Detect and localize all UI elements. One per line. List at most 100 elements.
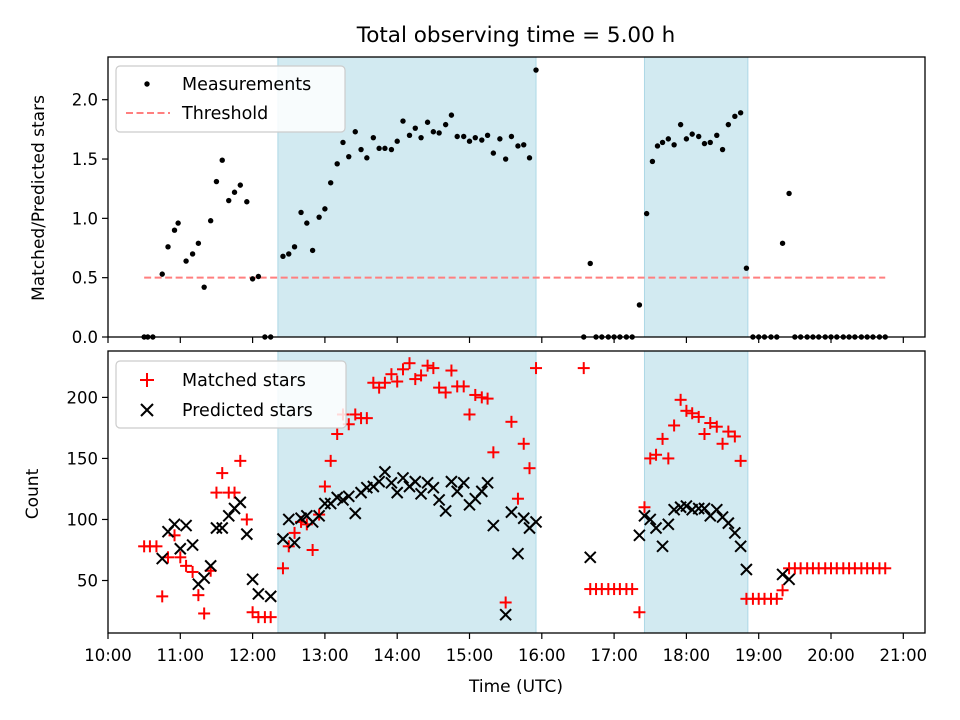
measurement-point <box>461 133 467 140</box>
bottom-x-axis: 10:00 11:00 12:00 13:00 14:00 15:00 16:00 17:00… <box>84 633 927 665</box>
measurement-point <box>309 247 316 254</box>
top-shaded-intervals <box>277 56 749 338</box>
measurement-point <box>334 161 340 167</box>
matched-star-point <box>722 425 735 438</box>
x-tick-label: 15:00 <box>446 646 494 665</box>
predicted-star-point <box>505 505 518 519</box>
measurement-point <box>707 139 713 146</box>
matched-star-point <box>704 417 717 430</box>
predicted-star-point <box>734 540 747 553</box>
predicted-star-point <box>451 485 464 498</box>
measurement-point <box>175 220 181 226</box>
matched-star-point <box>633 606 646 619</box>
top-legend: Measurements Threshold <box>115 65 346 133</box>
predicted-stars-series <box>156 465 796 621</box>
measurement-point <box>226 197 232 204</box>
top-legend-frame <box>115 65 346 133</box>
measurement-point <box>358 146 364 153</box>
top-y-axis: 0.0 0.5 1.0 1.5 2.0 <box>72 91 108 347</box>
predicted-star-point <box>649 521 663 535</box>
matched-star-point <box>879 562 892 575</box>
bottom-y-axis: 50 100 150 200 <box>67 388 108 591</box>
measurement-point <box>725 121 732 128</box>
measurement-point <box>237 182 244 188</box>
measurement-point <box>677 121 684 128</box>
measurement-point <box>171 227 178 233</box>
legend-matched-label: Matched stars <box>182 371 306 391</box>
predicted-star-point <box>396 471 410 485</box>
top-plot-frame <box>107 56 926 338</box>
x-tick-label: 11:00 <box>157 646 205 665</box>
predicted-star-point <box>662 518 675 531</box>
measurement-point <box>430 129 437 135</box>
matched-star-point <box>150 540 163 553</box>
predicted-star-point <box>517 512 530 525</box>
matched-star-point <box>216 467 229 480</box>
predicted-star-point <box>336 493 350 507</box>
measurement-point <box>364 155 370 161</box>
matched-star-point <box>276 562 289 575</box>
matched-star-point <box>511 492 524 505</box>
matched-star-point <box>421 359 434 372</box>
predicted-star-point <box>342 490 355 503</box>
measurement-point <box>327 180 334 186</box>
measurement-point <box>280 253 286 260</box>
predicted-star-point <box>529 515 543 529</box>
matched-star-point <box>318 480 331 493</box>
predicted-star-point <box>282 513 295 526</box>
matched-stars-series <box>138 357 892 624</box>
predicted-star-point <box>264 590 277 603</box>
predicted-star-point <box>680 499 693 513</box>
predicted-star-point <box>722 516 735 530</box>
measurement-point <box>165 244 171 250</box>
matched-star-point <box>391 375 404 388</box>
matched-star-point <box>306 543 319 556</box>
matched-star-point <box>499 596 512 609</box>
matched-star-point <box>680 404 693 417</box>
matched-star-point <box>433 381 446 394</box>
y-tick-label: 1.5 <box>72 150 98 169</box>
matched-star-point <box>674 393 687 406</box>
legend-matched-marker <box>140 373 154 387</box>
predicted-star-point <box>475 485 489 498</box>
predicted-star-point <box>186 538 199 552</box>
predicted-star-point <box>414 487 428 501</box>
measurement-point <box>255 273 262 280</box>
measurement-point <box>689 131 695 137</box>
measurement-point <box>515 143 521 149</box>
top-y-axis-label: Matched/Predicted stars <box>29 95 49 301</box>
predicted-star-point <box>252 587 265 601</box>
measurement-point <box>743 265 750 271</box>
measurement-point <box>352 129 358 135</box>
y-tick-label: 200 <box>67 388 99 407</box>
predicted-star-point <box>511 547 525 560</box>
predicted-star-point <box>222 509 235 523</box>
predicted-star-point <box>372 475 386 488</box>
matched-star-point <box>710 420 723 433</box>
measurement-point <box>786 190 792 197</box>
matched-star-point <box>186 565 199 578</box>
measurement-point <box>442 121 449 128</box>
measurement-point <box>346 153 352 160</box>
bottom-legend-frame <box>115 360 347 429</box>
predicted-star-point <box>385 476 398 490</box>
predicted-star-point <box>728 526 742 540</box>
matched-star-point <box>156 590 169 603</box>
matched-star-point <box>378 376 391 389</box>
matched-star-point <box>240 513 253 526</box>
measurement-point <box>526 155 533 161</box>
predicted-star-point <box>710 503 723 516</box>
predicted-star-point <box>457 476 470 490</box>
matched-star-point <box>577 362 590 375</box>
matched-star-point <box>331 428 344 441</box>
measurement-point <box>418 134 424 141</box>
predicted-star-point <box>378 465 392 479</box>
matched-star-point <box>626 583 639 596</box>
measurement-point <box>521 142 527 148</box>
matched-star-point <box>656 432 669 445</box>
matched-star-point <box>686 407 699 420</box>
measurement-point <box>183 258 189 264</box>
y-tick-label: 50 <box>77 572 98 591</box>
measurement-point <box>448 112 455 118</box>
predicted-star-point <box>349 507 362 520</box>
